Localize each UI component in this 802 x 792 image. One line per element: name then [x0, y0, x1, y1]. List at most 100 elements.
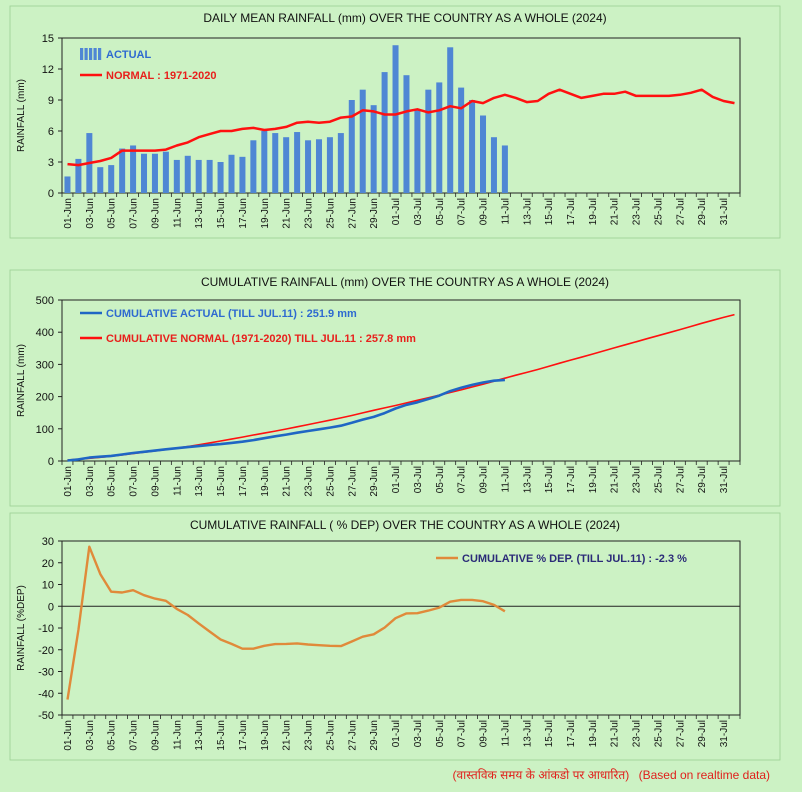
x-tick-label: 25-Jun: [325, 720, 336, 751]
x-tick-label: 07-Jul: [457, 198, 468, 225]
bar-actual: [283, 137, 290, 193]
chart-panel-border: [9, 5, 781, 239]
x-tick-label: 13-Jun: [194, 720, 205, 751]
x-tick-label: 05-Jun: [107, 198, 118, 229]
chart-title: DAILY MEAN RAINFALL (mm) OVER THE COUNTR…: [203, 11, 606, 25]
x-tick-label: 25-Jul: [653, 720, 664, 747]
x-tick-label: 17-Jul: [566, 720, 577, 747]
y-tick-label: 300: [36, 359, 54, 371]
bar-actual: [490, 137, 497, 193]
x-tick-label: 29-Jun: [369, 466, 380, 497]
chart-title: CUMULATIVE RAINFALL (mm) OVER THE COUNTR…: [201, 275, 609, 289]
x-tick-label: 19-Jul: [588, 198, 599, 225]
x-tick-label: 01-Jul: [391, 466, 402, 493]
x-tick-label: 09-Jul: [479, 466, 490, 493]
line-cumulative-actual: [67, 378, 505, 462]
bar-actual: [119, 148, 126, 193]
x-tick-label: 17-Jun: [238, 720, 249, 751]
x-tick-label: 15-Jun: [216, 466, 227, 497]
x-tick-label: 31-Jul: [719, 198, 730, 225]
x-tick-label: 05-Jul: [435, 198, 446, 225]
bar-actual: [381, 72, 388, 193]
x-tick-label: 03-Jun: [85, 720, 96, 751]
bar-actual: [305, 140, 312, 193]
legend-label: CUMULATIVE NORMAL (1971-2020) TILL JUL.1…: [106, 333, 416, 345]
footnote: (वास्तविक समय के आंकडो पर आधारित) (Based…: [360, 766, 770, 783]
legend-swatch: [93, 48, 97, 60]
bar-actual: [108, 165, 115, 193]
chart-3: CUMULATIVE RAINFALL ( % DEP) OVER THE CO…: [9, 512, 781, 761]
bar-actual: [206, 159, 213, 193]
y-tick-label: 12: [42, 64, 54, 76]
legend-label: CUMULATIVE % DEP. (TILL JUL.11) : -2.3 %: [462, 553, 687, 565]
bar-actual: [294, 132, 301, 193]
x-tick-label: 15-Jul: [544, 466, 555, 493]
y-tick-label: 6: [48, 126, 54, 138]
bar-actual: [173, 159, 180, 193]
y-axis-label: RAINFALL (%DEP): [16, 585, 27, 671]
plot-area: [61, 540, 741, 716]
x-tick-label: 21-Jun: [282, 466, 293, 497]
legend-label: NORMAL : 1971-2020: [106, 70, 216, 82]
x-tick-label: 17-Jun: [238, 198, 249, 229]
y-tick-label: 9: [48, 95, 54, 107]
x-tick-label: 29-Jun: [369, 720, 380, 751]
bar-actual: [348, 100, 355, 193]
x-tick-label: 07-Jul: [457, 466, 468, 493]
x-tick-label: 09-Jul: [479, 198, 490, 225]
x-tick-label: 07-Jun: [129, 198, 140, 229]
x-tick-label: 11-Jul: [500, 466, 511, 493]
y-tick-label: 200: [36, 392, 54, 404]
x-tick-label: 03-Jul: [413, 198, 424, 225]
x-tick-label: 05-Jul: [435, 720, 446, 747]
bar-actual: [501, 145, 508, 193]
y-tick-label: -40: [38, 688, 54, 700]
bar-actual: [97, 167, 104, 193]
x-tick-label: 21-Jun: [282, 198, 293, 229]
y-tick-label: 3: [48, 157, 54, 169]
y-tick-label: 400: [36, 327, 54, 339]
x-tick-label: 15-Jun: [216, 198, 227, 229]
x-tick-label: 19-Jun: [260, 720, 271, 751]
bar-actual: [315, 139, 322, 193]
line-normal: [67, 88, 735, 167]
x-tick-label: 27-Jun: [347, 198, 358, 229]
x-tick-label: 09-Jun: [150, 720, 161, 751]
x-tick-label: 01-Jul: [391, 198, 402, 225]
x-tick-label: 01-Jun: [63, 198, 74, 229]
x-tick-label: 11-Jun: [172, 198, 183, 228]
x-tick-label: 09-Jun: [150, 198, 161, 229]
x-tick-label: 15-Jul: [544, 198, 555, 225]
bar-actual: [359, 89, 366, 193]
x-tick-label: 25-Jun: [325, 466, 336, 497]
x-tick-label: 01-Jun: [63, 720, 74, 751]
x-tick-label: 17-Jul: [566, 198, 577, 225]
legend-label: CUMULATIVE ACTUAL (TILL JUL.11) : 251.9 …: [106, 308, 357, 320]
bar-actual: [64, 176, 71, 193]
bar-actual: [326, 137, 333, 193]
bar-actual: [162, 151, 169, 193]
y-tick-label: 10: [42, 580, 54, 592]
x-tick-label: 25-Jun: [325, 198, 336, 229]
plot-area: [61, 299, 741, 462]
bar-actual: [480, 115, 487, 193]
bar-actual: [130, 145, 137, 193]
y-tick-label: -30: [38, 667, 54, 679]
bar-actual: [447, 47, 454, 193]
legend-label: ACTUAL: [106, 49, 151, 61]
chart-panel-border: [9, 269, 781, 507]
y-axis-label: RAINFALL (mm): [16, 344, 27, 417]
bar-actual: [436, 82, 443, 193]
x-tick-label: 29-Jul: [697, 198, 708, 225]
x-tick-label: 01-Jul: [391, 720, 402, 747]
y-tick-label: 0: [48, 188, 54, 200]
bar-actual: [75, 158, 82, 193]
x-tick-label: 19-Jun: [260, 198, 271, 229]
legend-swatch: [98, 48, 102, 60]
x-tick-label: 03-Jun: [85, 198, 96, 229]
bar-actual: [228, 154, 235, 193]
bar-actual: [272, 133, 279, 193]
x-tick-label: 11-Jul: [500, 198, 511, 225]
x-tick-label: 15-Jun: [216, 720, 227, 751]
